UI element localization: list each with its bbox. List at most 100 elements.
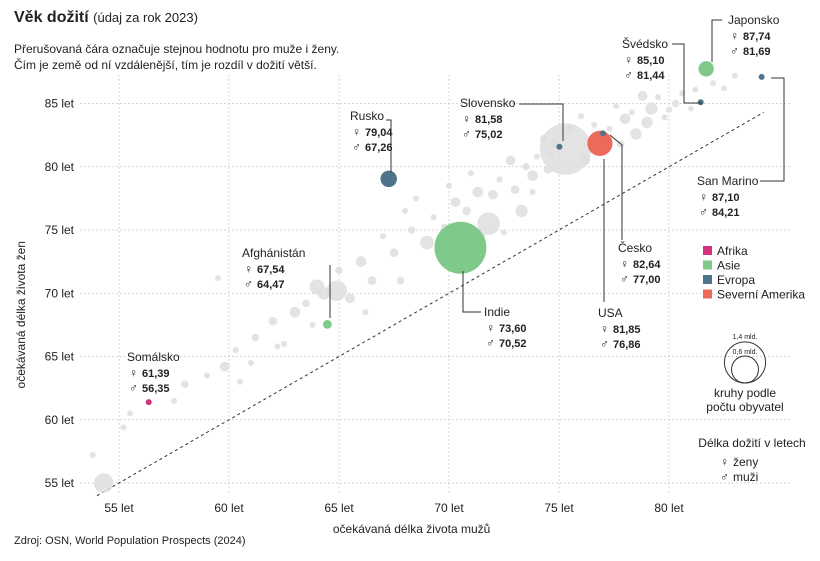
point-Somálsko bbox=[145, 399, 152, 406]
background-point bbox=[345, 293, 355, 304]
legend-swatch-Evropa bbox=[703, 275, 712, 284]
female-icon: ♀ bbox=[600, 322, 609, 336]
x-tick-label: 60 let bbox=[214, 501, 244, 515]
background-point bbox=[505, 155, 516, 166]
label-Rusko: Rusko bbox=[350, 109, 384, 123]
key-men-label: muži bbox=[733, 470, 758, 484]
background-point bbox=[688, 105, 694, 112]
point-Rusko bbox=[380, 170, 397, 188]
x-tick-label: 80 let bbox=[654, 501, 684, 515]
female-icon: ♀ bbox=[486, 321, 495, 335]
leader-line-San Marino bbox=[760, 77, 785, 182]
male-value-San Marino: 84,21 bbox=[712, 207, 740, 219]
female-value-Indie: 73,60 bbox=[499, 323, 527, 335]
background-point bbox=[317, 287, 330, 300]
point-Indie bbox=[434, 221, 487, 274]
background-point bbox=[539, 123, 592, 175]
y-tick-label: 75 let bbox=[45, 223, 75, 237]
background-point bbox=[326, 280, 347, 301]
legend-label-Afrika: Afrika bbox=[717, 244, 748, 258]
background-point bbox=[93, 473, 114, 493]
background-point bbox=[500, 229, 508, 236]
background-point bbox=[591, 121, 598, 129]
background-point bbox=[721, 85, 727, 92]
background-point bbox=[732, 72, 738, 79]
background-point bbox=[170, 397, 178, 404]
male-icon: ♂ bbox=[624, 68, 633, 82]
male-value-USA: 76,86 bbox=[613, 339, 641, 351]
legend-label-Evropa: Evropa bbox=[717, 273, 755, 287]
label-San Marino: San Marino bbox=[697, 174, 759, 188]
leader-line-Švédsko bbox=[672, 43, 702, 104]
background-point bbox=[665, 106, 673, 113]
background-point bbox=[496, 176, 503, 183]
y-tick-label: 70 let bbox=[45, 286, 75, 300]
male-icon: ♂ bbox=[244, 277, 253, 291]
female-value-Afghánistán: 67,54 bbox=[257, 264, 285, 276]
background-point bbox=[619, 113, 631, 125]
female-icon: ♀ bbox=[730, 29, 739, 43]
female-icon: ♀ bbox=[244, 262, 253, 276]
male-value-Rusko: 67,26 bbox=[365, 142, 393, 154]
background-point bbox=[628, 109, 635, 116]
y-tick-label: 65 let bbox=[45, 350, 75, 364]
male-value-Indie: 70,52 bbox=[499, 338, 527, 350]
background-point bbox=[280, 340, 288, 347]
male-value-Slovensko: 75,02 bbox=[475, 129, 503, 141]
key-women-label: ženy bbox=[733, 455, 758, 469]
female-icon: ♀ bbox=[624, 53, 633, 67]
background-point bbox=[268, 316, 278, 326]
background-point bbox=[468, 170, 474, 177]
chart-description: Přerušovaná čára označuje stejnou hodnot… bbox=[14, 41, 374, 73]
background-point bbox=[547, 151, 554, 158]
point-Česko bbox=[600, 130, 606, 137]
label-Švédsko: Švédsko bbox=[622, 36, 668, 51]
background-point bbox=[355, 256, 367, 267]
background-point bbox=[533, 153, 541, 160]
female-icon: ♀ bbox=[352, 125, 361, 139]
point-San Marino bbox=[758, 73, 765, 80]
point-Japonsko bbox=[698, 61, 714, 77]
background-point bbox=[396, 276, 405, 285]
size-legend-small bbox=[731, 355, 759, 384]
male-icon: ♂ bbox=[129, 381, 138, 395]
x-tick-label: 55 let bbox=[104, 501, 134, 515]
label-Česko: Česko bbox=[618, 240, 652, 255]
background-point bbox=[515, 204, 528, 218]
background-point bbox=[379, 233, 387, 240]
background-point bbox=[566, 125, 574, 133]
background-point bbox=[654, 94, 662, 101]
background-point bbox=[181, 380, 189, 389]
label-USA: USA bbox=[598, 306, 623, 320]
female-value-USA: 81,85 bbox=[613, 324, 641, 336]
background-point bbox=[606, 125, 613, 132]
legend-swatch-Severní Amerika bbox=[703, 289, 712, 299]
female-value-San Marino: 87,10 bbox=[712, 192, 740, 204]
x-axis-label: očekávaná délka života mužů bbox=[333, 522, 490, 536]
background-point bbox=[580, 155, 591, 166]
background-point bbox=[613, 103, 620, 110]
legend-swatch-Afrika bbox=[703, 246, 712, 255]
male-icon: ♂ bbox=[699, 205, 708, 219]
chart-title: Věk dožití (údaj za rok 2023) bbox=[14, 9, 198, 27]
key-female-icon: ♀ bbox=[720, 455, 729, 469]
female-icon: ♀ bbox=[699, 190, 708, 204]
male-icon: ♂ bbox=[486, 336, 495, 350]
male-value-Švédsko: 81,44 bbox=[637, 70, 665, 82]
background-point bbox=[488, 189, 498, 200]
point-Slovensko bbox=[556, 143, 563, 150]
background-point bbox=[89, 452, 96, 459]
male-icon: ♂ bbox=[462, 127, 471, 141]
background-point bbox=[402, 208, 408, 215]
y-tick-label: 55 let bbox=[45, 476, 75, 490]
leader-line-Česko bbox=[609, 134, 623, 240]
source-note: Zdroj: OSN, World Population Prospects (… bbox=[14, 535, 246, 547]
background-point bbox=[462, 206, 471, 216]
diagonal-reference-line bbox=[96, 111, 764, 497]
background-point bbox=[204, 372, 210, 379]
background-point bbox=[529, 189, 536, 196]
background-point bbox=[407, 226, 416, 234]
background-point bbox=[477, 212, 500, 235]
background-point bbox=[641, 116, 653, 129]
